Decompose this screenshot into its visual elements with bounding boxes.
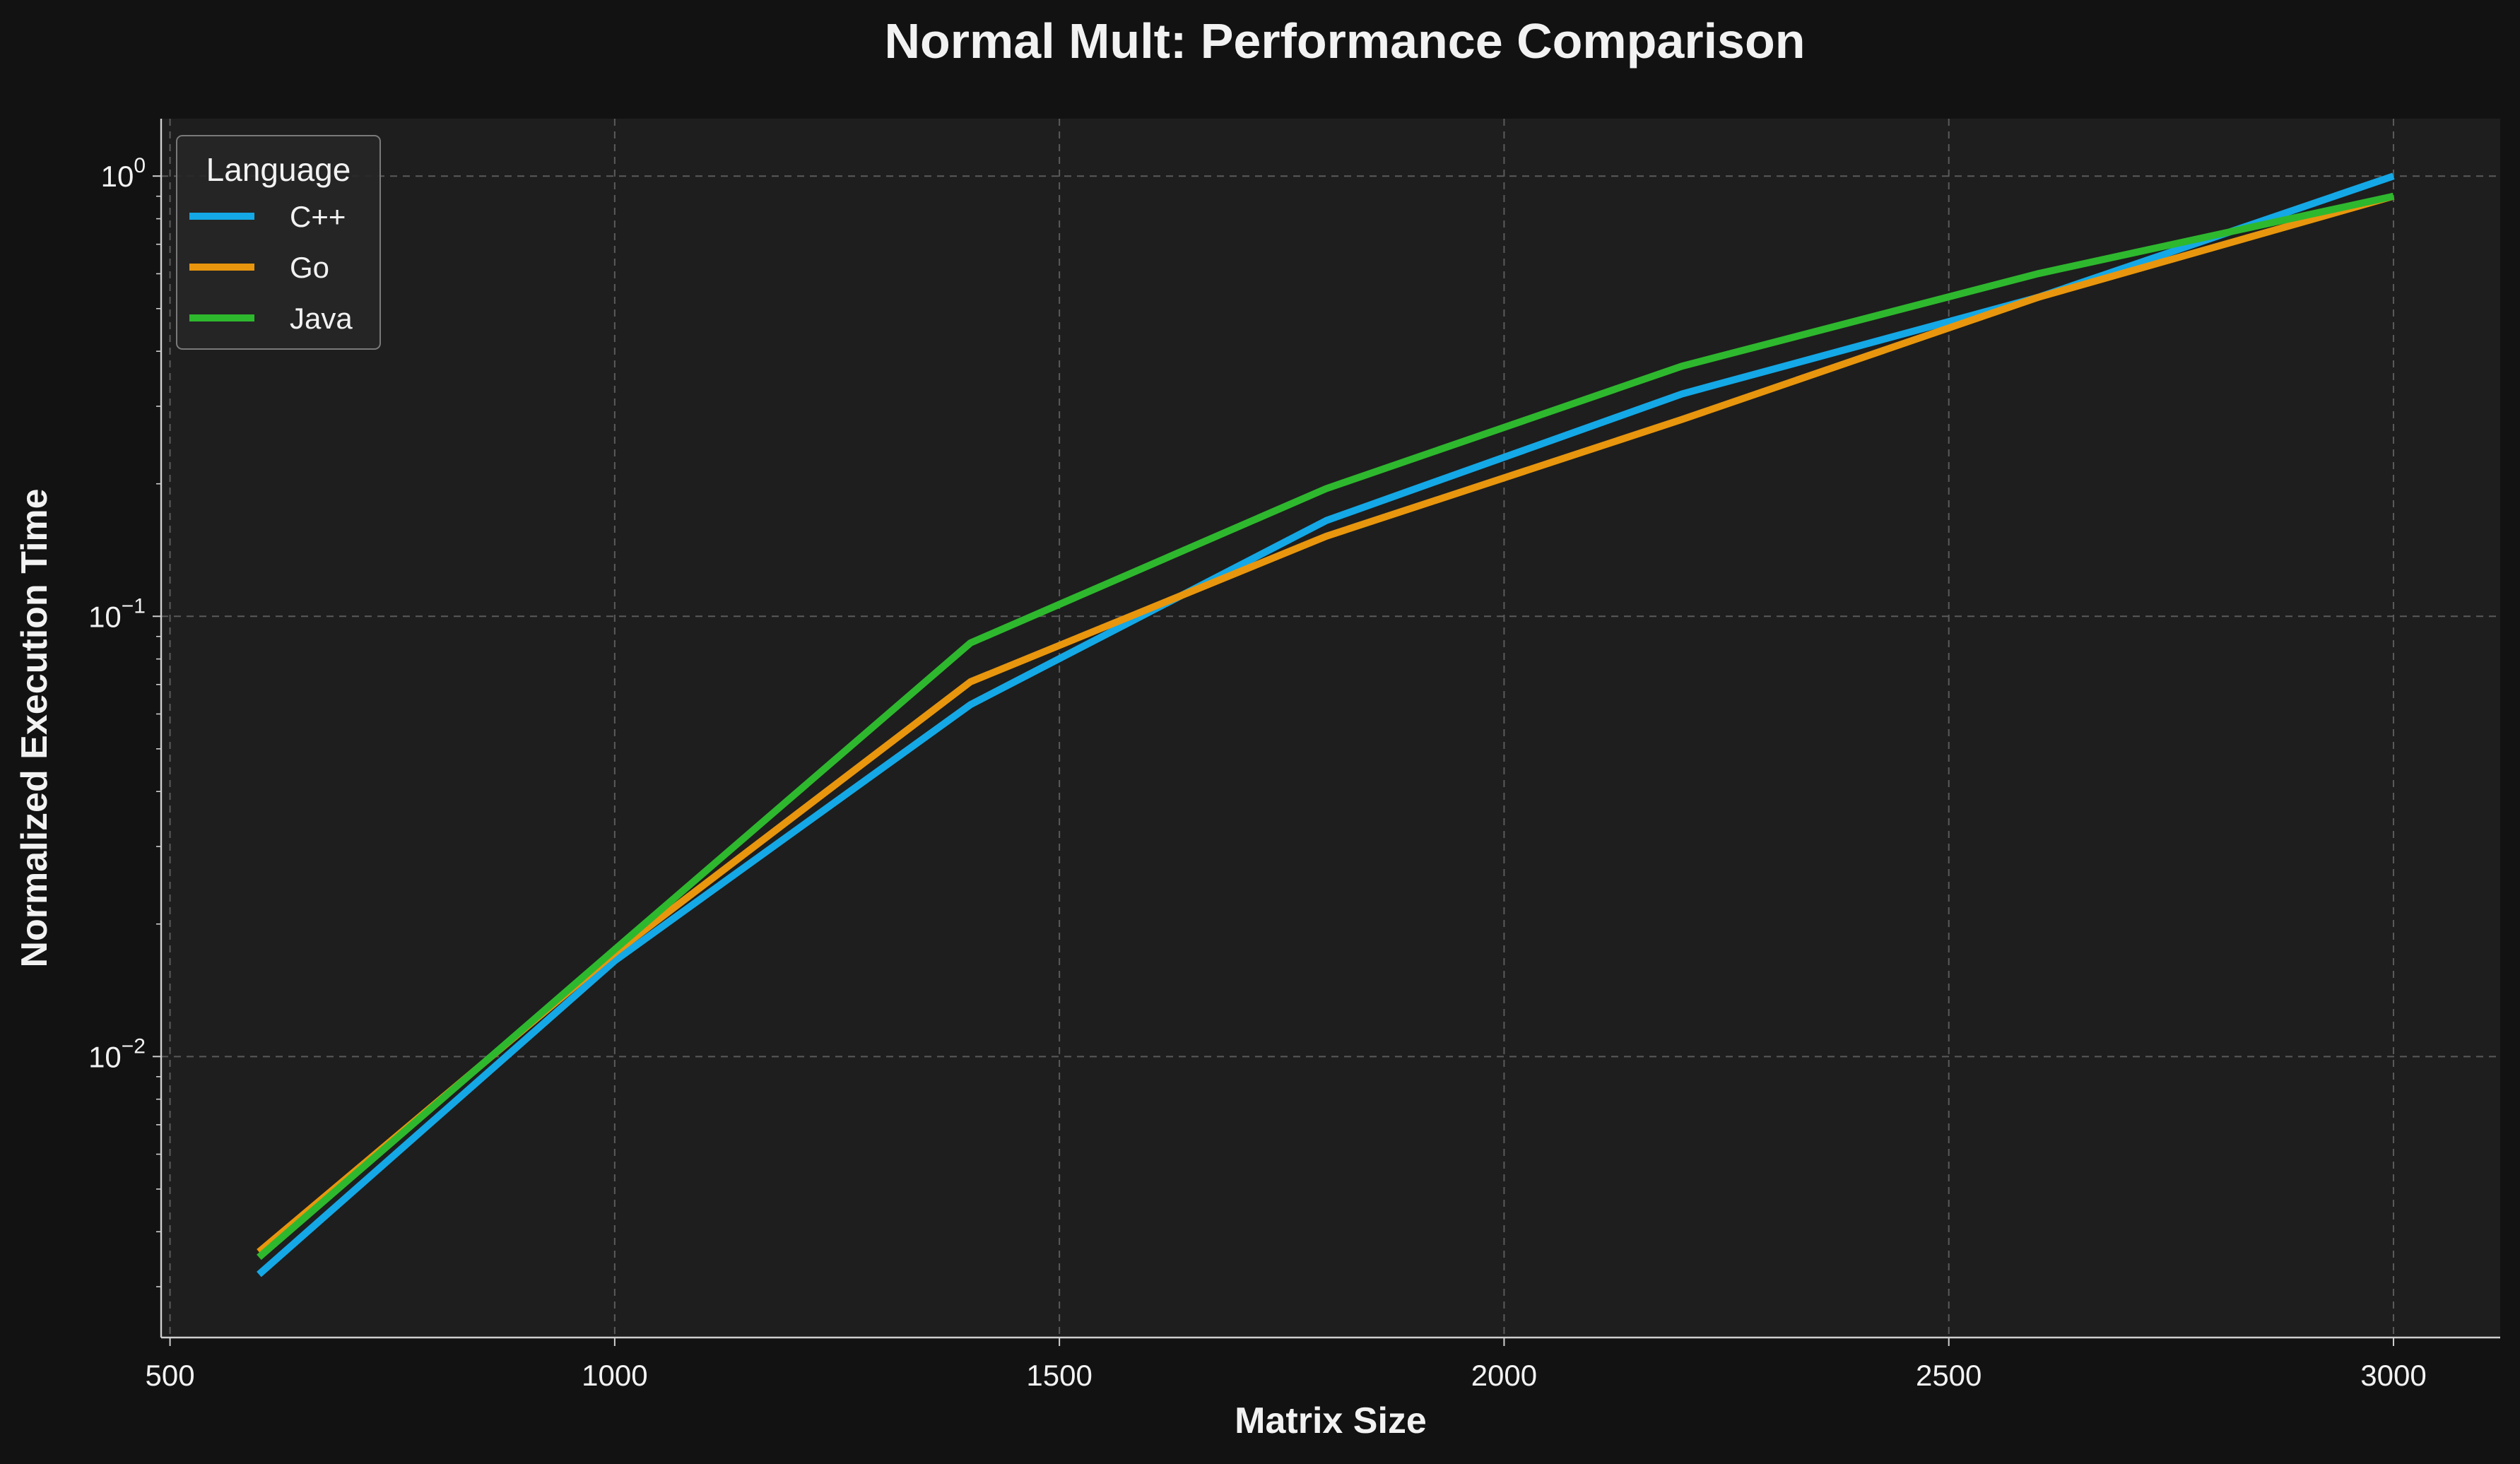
x-tick-label: 1500 <box>1026 1359 1092 1392</box>
y-tick-label: 10−1 <box>88 594 146 633</box>
grid <box>161 119 2500 1338</box>
series-lines <box>257 172 2395 1277</box>
legend-label: Go <box>290 251 329 284</box>
axes: 500 1000 1500 2000 2500 3000 100 10−1 10−2 <box>88 119 2500 1392</box>
x-tick-label: 3000 <box>2360 1359 2426 1392</box>
y-tick-label: 100 <box>101 154 146 193</box>
legend-box <box>176 135 381 350</box>
plot-area <box>161 119 2500 1338</box>
y-axis-label: Normalized Execution Time <box>14 488 55 967</box>
chart-title: Normal Mult: Performance Comparison <box>885 13 1806 69</box>
legend-label: C++ <box>290 200 346 233</box>
x-tick-label: 500 <box>146 1359 195 1392</box>
legend-title: Language <box>206 151 351 188</box>
legend: Language C++ Go Java <box>176 135 381 350</box>
legend-label: Java <box>290 302 353 335</box>
series-line-java <box>257 192 2395 1261</box>
y-tick-label: 10−2 <box>88 1034 146 1073</box>
x-tick-label: 2000 <box>1471 1359 1537 1392</box>
x-tick-label: 2500 <box>1916 1359 1982 1392</box>
x-tick-label: 1000 <box>582 1359 647 1392</box>
x-axis-label: Matrix Size <box>1235 1400 1427 1441</box>
